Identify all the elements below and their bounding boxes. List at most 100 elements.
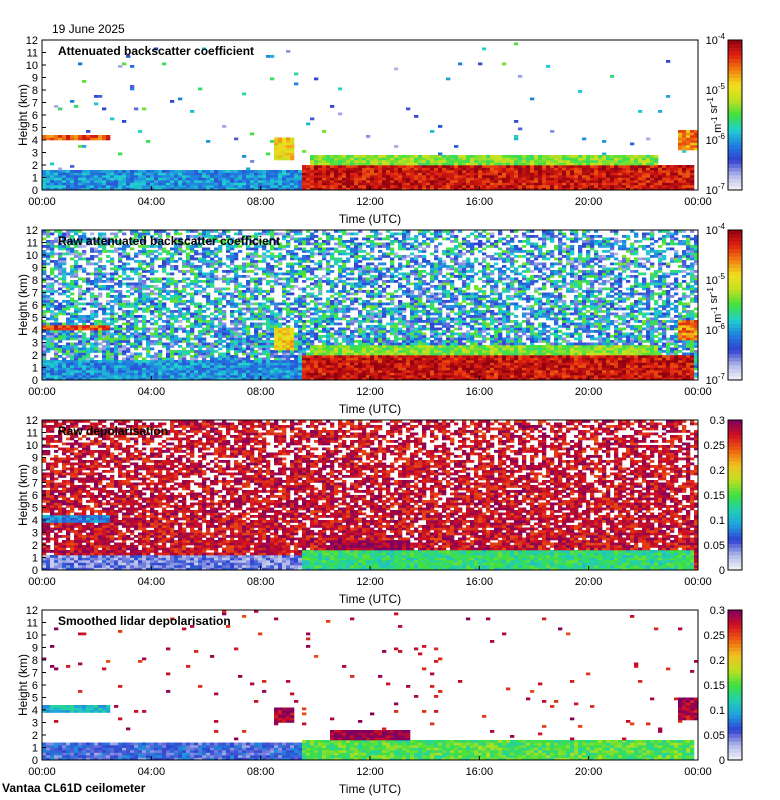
heatmap-cell [210, 185, 214, 188]
heatmap-cell [246, 178, 250, 181]
heatmap-cell [454, 158, 458, 161]
heatmap-cell [234, 175, 238, 178]
heatmap-cell [658, 183, 662, 186]
panel-2: Raw attenuated backscatter coefficient01… [16, 222, 742, 416]
heatmap-cell [374, 175, 378, 178]
heatmap-cell [458, 373, 462, 376]
heatmap-cell [662, 178, 666, 181]
heatmap-cell [358, 373, 362, 376]
heatmap-cell [542, 373, 546, 376]
heatmap-cell [230, 185, 234, 188]
heatmap-cell [422, 173, 426, 176]
heatmap-cell [562, 158, 566, 161]
heatmap-cell [94, 175, 98, 178]
heatmap-cell [114, 175, 118, 178]
heatmap-cell [414, 183, 418, 186]
heatmap-cell [666, 173, 670, 176]
heatmap-cell [474, 183, 478, 186]
heatmap-cell [518, 75, 522, 78]
heatmap-cell [442, 158, 446, 161]
heatmap-cell [150, 175, 154, 178]
heatmap-cell [578, 158, 582, 161]
heatmap-cell [666, 168, 670, 171]
heatmap-cell [450, 185, 454, 188]
heatmap-cell [70, 170, 74, 173]
heatmap-cell [634, 160, 638, 163]
heatmap-cell [662, 173, 666, 176]
heatmap-cell [626, 178, 630, 181]
heatmap-cell [362, 178, 366, 181]
heatmap-cell [206, 178, 210, 181]
heatmap-cell [134, 178, 138, 181]
heatmap-cell [238, 370, 242, 373]
heatmap-cell [90, 138, 94, 141]
heatmap-cell [126, 183, 130, 186]
heatmap-cell [682, 165, 686, 168]
heatmap-cell [586, 375, 590, 378]
heatmap-cell [450, 375, 454, 378]
heatmap-cell [398, 160, 402, 163]
heatmap-cell [158, 368, 162, 371]
heatmap-cell [178, 178, 182, 181]
heatmap-cell [190, 368, 194, 371]
heatmap-cell [542, 185, 546, 188]
heatmap-cell [450, 370, 454, 373]
heatmap-cell [414, 370, 418, 373]
heatmap-cell [666, 60, 670, 63]
heatmap-cell [338, 370, 342, 373]
heatmap-cell [246, 185, 250, 188]
heatmap-cell [86, 185, 90, 188]
heatmap-cell [310, 155, 314, 158]
heatmap-cell [382, 370, 386, 373]
heatmap-cell [118, 180, 122, 183]
heatmap-cell [62, 180, 66, 183]
heatmap-cell [154, 178, 158, 181]
heatmap-cell [622, 183, 626, 186]
heatmap-cell [142, 170, 146, 173]
heatmap-cell [134, 108, 138, 111]
heatmap-cell [214, 375, 218, 378]
heatmap-cell [406, 168, 410, 171]
heatmap-cell [410, 183, 414, 186]
heatmap-cell [590, 170, 594, 173]
heatmap-cell [266, 375, 270, 378]
heatmap-cell [62, 373, 66, 376]
heatmap-cell [430, 178, 434, 181]
heatmap-cell [594, 160, 598, 163]
heatmap-cell [482, 185, 486, 188]
heatmap-cell [646, 163, 650, 166]
heatmap-cell [206, 368, 210, 371]
heatmap-cell [646, 375, 650, 378]
heatmap-cell [398, 168, 402, 171]
heatmap-cell [270, 175, 274, 178]
heatmap-cell [534, 183, 538, 186]
heatmap-cell [98, 375, 102, 378]
heatmap-cell [566, 170, 570, 173]
heatmap-cell [342, 155, 346, 158]
heatmap-cell [374, 173, 378, 176]
heatmap-cell [338, 113, 342, 116]
heatmap-cell [498, 170, 502, 173]
heatmap-cell [310, 180, 314, 183]
heatmap-cell [610, 375, 614, 378]
heatmap-cell [250, 178, 254, 181]
heatmap-cell [626, 180, 630, 183]
heatmap-cell [274, 185, 278, 188]
heatmap-cell [594, 158, 598, 161]
heatmap-cell [478, 183, 482, 186]
heatmap-cell [518, 173, 522, 176]
heatmap-cell [54, 170, 58, 173]
heatmap-cell [310, 163, 314, 166]
heatmap-cell [670, 175, 674, 178]
heatmap-cell [82, 175, 86, 178]
heatmap-cell [118, 65, 122, 68]
heatmap-cell [66, 370, 70, 373]
heatmap-cell [226, 175, 230, 178]
heatmap-cell [162, 368, 166, 371]
heatmap-cell [650, 163, 654, 166]
heatmap-cell [318, 175, 322, 178]
heatmap-cell [130, 370, 134, 373]
heatmap-cell [614, 168, 618, 171]
heatmap-cell [510, 158, 514, 161]
heatmap-cell [622, 165, 626, 168]
